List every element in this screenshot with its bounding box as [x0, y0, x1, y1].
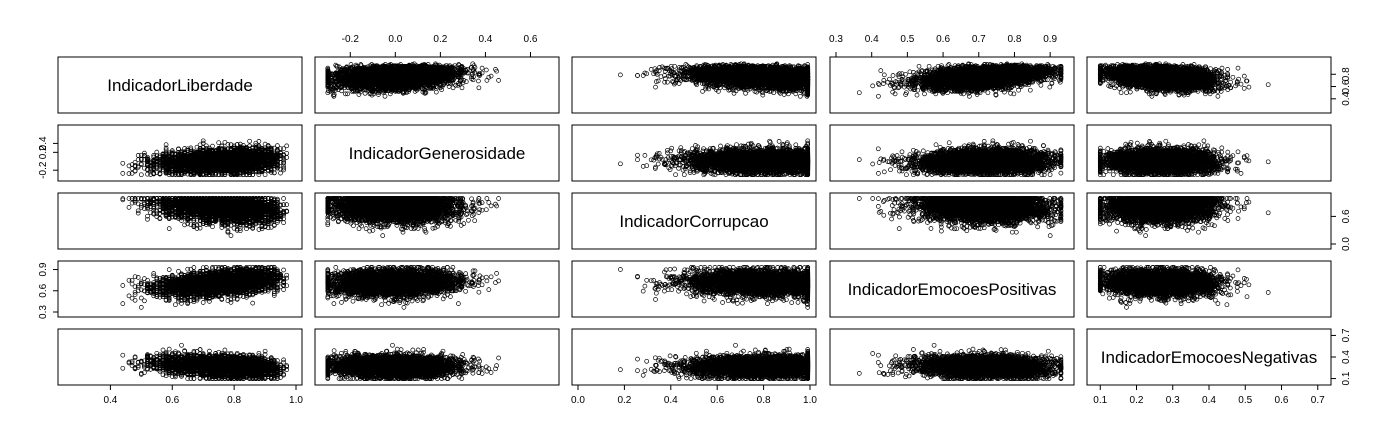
variable-name-label: IndicadorLiberdade	[107, 76, 253, 95]
